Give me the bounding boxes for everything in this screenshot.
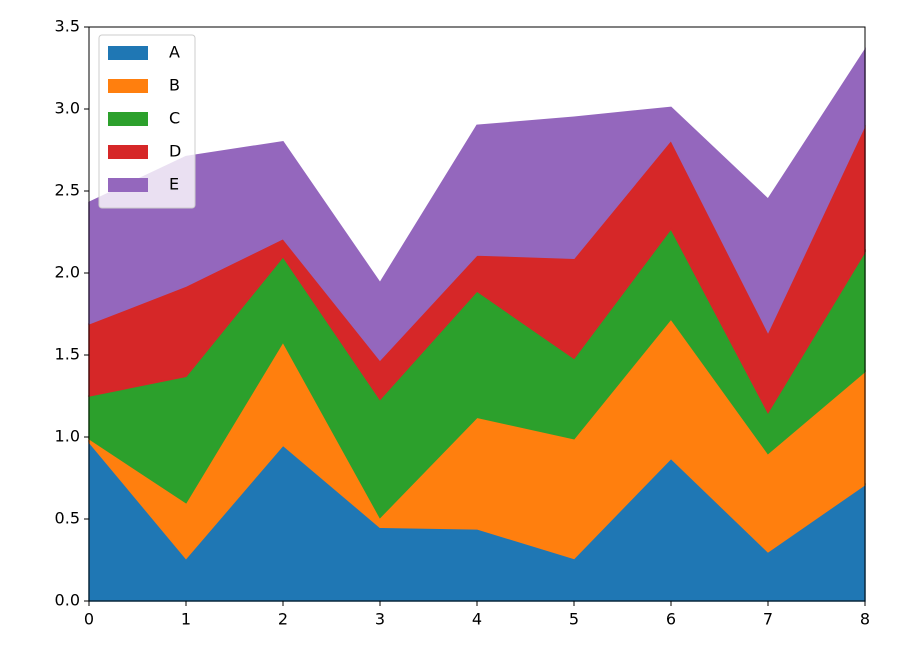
x-tick-label: 0	[84, 610, 94, 629]
y-tick-label: 2.5	[55, 181, 80, 200]
legend-swatch	[108, 112, 148, 126]
x-tick-label: 1	[181, 610, 191, 629]
x-tick-label: 8	[860, 610, 870, 629]
legend-label: D	[169, 142, 181, 161]
x-tick-label: 7	[763, 610, 773, 629]
x-tick-label: 5	[569, 610, 579, 629]
x-tick-label: 2	[278, 610, 288, 629]
y-tick-label: 0.5	[55, 509, 80, 528]
legend-swatch	[108, 178, 148, 192]
legend-label: B	[169, 76, 180, 95]
y-tick-label: 2.0	[55, 263, 80, 282]
y-tick-label: 3.0	[55, 99, 80, 118]
legend-swatch	[108, 145, 148, 159]
x-tick-label: 3	[375, 610, 385, 629]
legend-label: E	[169, 175, 179, 194]
y-tick-label: 1.5	[55, 345, 80, 364]
y-tick-label: 0.0	[55, 591, 80, 610]
x-tick-label: 4	[472, 610, 482, 629]
legend-label: A	[169, 43, 180, 62]
x-tick-label: 6	[666, 610, 676, 629]
y-tick-label: 1.0	[55, 427, 80, 446]
legend-swatch	[108, 79, 148, 93]
legend-label: C	[169, 109, 180, 128]
y-tick-label: 3.5	[55, 17, 80, 36]
legend-swatch	[108, 46, 148, 60]
